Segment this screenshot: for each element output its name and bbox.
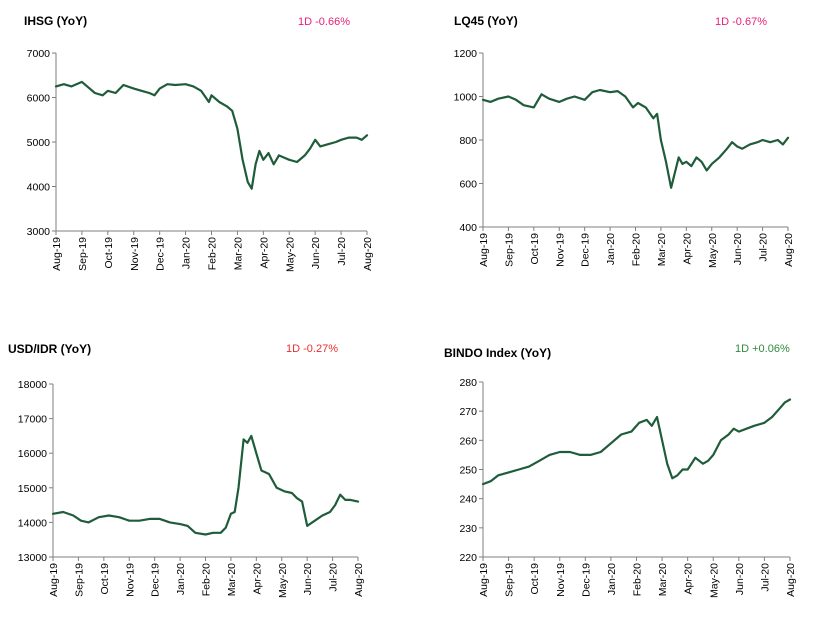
y-tick-label: 400: [459, 222, 477, 234]
chart-title: BINDO Index (YoY): [444, 346, 552, 360]
x-tick-label: Aug-20: [353, 563, 365, 597]
y-tick-label: 260: [459, 435, 477, 447]
x-tick-label: Feb-20: [632, 563, 644, 596]
x-tick-label: Dec-19: [155, 237, 167, 271]
x-tick-label: Aug-20: [785, 563, 797, 597]
chart-title: LQ45 (YoY): [454, 14, 518, 28]
y-tick-label: 7000: [27, 48, 51, 60]
series-line: [481, 398, 792, 486]
y-tick-label: 240: [459, 494, 477, 506]
x-tick-label: Aug-19: [48, 563, 60, 597]
y-tick-label: 17000: [18, 414, 47, 426]
x-tick-label: May-20: [284, 237, 296, 272]
x-tick-label: Aug-20: [362, 237, 374, 271]
y-tick-label: 3000: [27, 226, 51, 238]
chart-title: IHSG (YoY): [24, 14, 88, 28]
x-tick-label: Dec-19: [580, 233, 592, 267]
x-tick-label: Oct-19: [103, 237, 115, 269]
x-tick-label: Jan-20: [606, 563, 618, 595]
x-tick-label: Nov-19: [555, 563, 567, 597]
x-tick-label: Oct-19: [99, 563, 111, 595]
x-tick-label: Sep-19: [77, 237, 89, 271]
y-tick-label: 600: [459, 179, 477, 191]
y-tick-label: 14000: [18, 517, 47, 529]
x-tick-label: Jan-20: [175, 563, 187, 595]
y-tick-label: 15000: [18, 483, 47, 495]
x-tick-label: Mar-20: [232, 237, 244, 270]
series-line: [51, 434, 360, 536]
x-tick-label: Jun-20: [734, 563, 746, 595]
x-tick-label: Jul-20: [336, 237, 348, 266]
x-tick-label: Aug-19: [478, 233, 490, 267]
daily-change: 1D -0.66%: [298, 16, 350, 28]
x-tick-label: Mar-20: [656, 233, 668, 266]
daily-change: 1D -0.27%: [286, 343, 338, 355]
x-tick-label: Apr-20: [681, 233, 693, 265]
series-line: [54, 80, 369, 190]
x-tick-label: Aug-19: [51, 237, 63, 271]
chart-svg: 3000 4000 5000 6000 7000 Aug-19 Sep-19 Oct-19 No…: [27, 48, 374, 272]
x-tick-label: Oct-19: [529, 233, 541, 265]
x-tick-label: Mar-20: [226, 563, 238, 596]
x-tick-label: Apr-20: [683, 563, 695, 595]
y-tick-label: 5000: [27, 137, 51, 149]
y-tick-label: 4000: [27, 182, 51, 194]
x-tick-label: Aug-19: [478, 563, 490, 597]
y-tick-label: 18000: [18, 379, 47, 391]
x-tick-label: May-20: [708, 563, 720, 598]
chart-svg: 220 230 240 250 260 270 280 Aug-19 Sep-19 Oct-19 N…: [459, 377, 797, 598]
x-tick-label: Jul-20: [759, 563, 771, 592]
x-tick-label: Aug-20: [783, 233, 795, 267]
y-tick-label: 250: [459, 465, 477, 477]
chart-svg: 13000 14000 15000 16000 17000 18000 Aug-19 Sep-…: [18, 379, 365, 598]
chart-panel-ihsg: IHSG (YoY) 1D -0.66% 3000 4000 5000 6000 700…: [0, 0, 410, 300]
chart-title: USD/IDR (YoY): [8, 342, 92, 356]
x-tick-label: Jan-20: [181, 237, 193, 269]
y-tick-label: 800: [459, 135, 477, 147]
y-tick-label: 270: [459, 406, 477, 418]
y-tick-label: 1000: [454, 92, 478, 104]
series-line: [481, 88, 790, 189]
x-tick-label: Mar-20: [657, 563, 669, 596]
y-tick-label: 1200: [454, 48, 478, 60]
x-tick-label: Apr-20: [258, 237, 270, 269]
x-tick-label: Jul-20: [758, 233, 770, 262]
x-tick-label: Feb-20: [201, 563, 213, 596]
x-tick-label: Nov-19: [554, 233, 566, 267]
y-tick-label: 220: [459, 552, 477, 564]
x-tick-label: Feb-20: [631, 233, 643, 266]
y-tick-label: 6000: [27, 93, 51, 105]
x-tick-label: May-20: [277, 563, 289, 598]
y-tick-label: 230: [459, 523, 477, 535]
daily-change: 1D -0.67%: [715, 16, 767, 28]
x-tick-label: Jan-20: [605, 233, 617, 265]
x-tick-label: Sep-19: [504, 563, 516, 597]
x-tick-label: Jun-20: [732, 233, 744, 265]
y-tick-label: 16000: [18, 448, 47, 460]
chart-svg: 400 600 800 1000 1200 Aug-19 Sep-19 Oct-19 Nov-1…: [454, 48, 795, 268]
x-tick-label: Sep-19: [73, 563, 85, 597]
x-tick-label: Apr-20: [251, 563, 263, 595]
x-tick-label: Nov-19: [124, 563, 136, 597]
x-tick-label: Sep-19: [503, 233, 515, 267]
x-tick-label: Jul-20: [328, 563, 340, 592]
x-tick-label: Feb-20: [207, 237, 219, 270]
daily-change: 1D +0.06%: [735, 343, 790, 355]
y-tick-label: 280: [459, 377, 477, 389]
x-tick-label: Nov-19: [129, 237, 141, 271]
x-tick-label: Dec-19: [580, 563, 592, 597]
x-tick-label: Oct-19: [529, 563, 541, 595]
x-tick-label: Jun-20: [302, 563, 314, 595]
x-tick-label: May-20: [707, 233, 719, 268]
y-tick-label: 13000: [18, 552, 47, 564]
x-tick-label: Jun-20: [310, 237, 322, 269]
chart-panel-lq45: LQ45 (YoY) 1D -0.67% 400 600 800 1000 1200 Au…: [410, 0, 821, 300]
chart-panel-bindo: BINDO Index (YoY) 1D +0.06% 220 230 240 250…: [410, 330, 821, 617]
x-tick-label: Dec-19: [150, 563, 162, 597]
chart-panel-usdidr: USD/IDR (YoY) 1D -0.27% 13000 14000 15000 1…: [0, 330, 410, 617]
